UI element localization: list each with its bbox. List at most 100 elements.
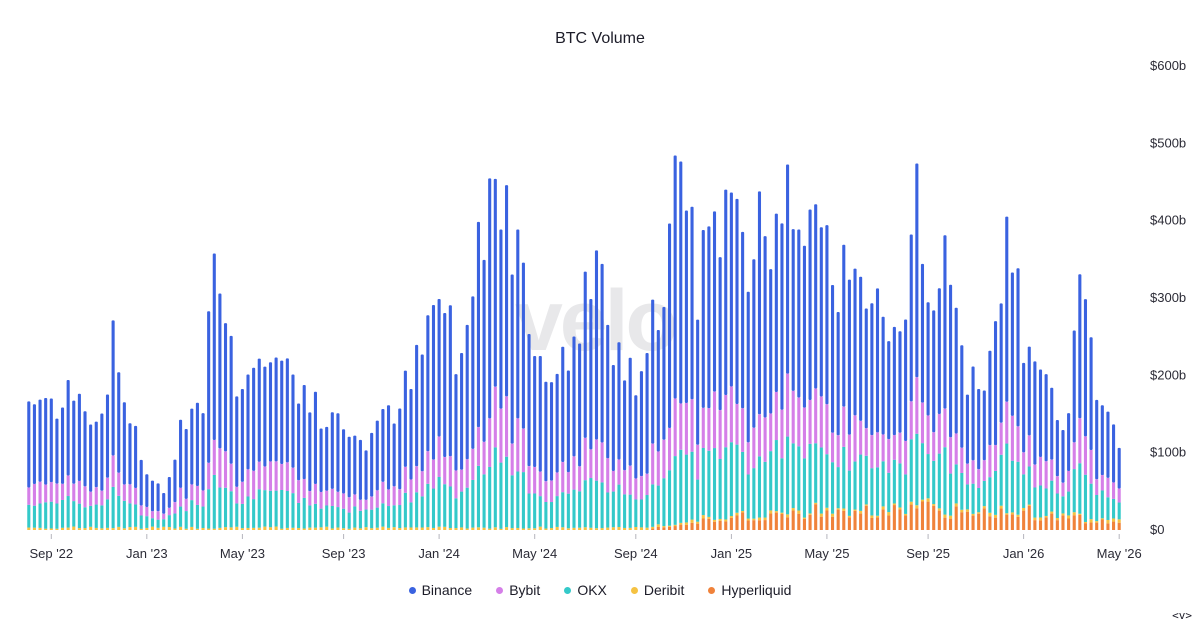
bar-okx (600, 482, 604, 529)
bar-okx (353, 506, 357, 528)
bar-binance (853, 268, 857, 416)
bar-deribit (1005, 513, 1009, 515)
bar-deribit (932, 504, 936, 506)
bar-deribit (701, 515, 705, 519)
bar-okx (892, 459, 896, 504)
bar-hyperliquid (954, 506, 958, 530)
x-tick-label: Jan '26 (1003, 546, 1045, 561)
bar-binance (712, 211, 717, 392)
bar-hyperliquid (1078, 514, 1082, 530)
bar-okx (44, 502, 48, 529)
bar-deribit (409, 527, 413, 530)
bar-okx (347, 512, 351, 529)
bar-bybit (415, 466, 419, 493)
bar-deribit (291, 527, 295, 530)
bar-binance (358, 439, 362, 500)
bar-binance (375, 420, 379, 491)
bar-binance (370, 432, 374, 497)
bar-okx (370, 509, 374, 529)
bar-hyperliquid (712, 521, 717, 530)
bar-binance (977, 388, 981, 470)
legend-dot-icon (630, 586, 638, 594)
bar-okx (937, 453, 941, 509)
bar-hyperliquid (802, 518, 806, 530)
bar-okx (105, 499, 110, 528)
legend-item-hyperliquid[interactable]: Hyperliquid (708, 582, 791, 598)
legend-dot-icon (564, 586, 572, 594)
bar-binance (1072, 330, 1076, 443)
bar-bybit (1089, 450, 1093, 484)
bar-deribit (668, 525, 672, 527)
bar-deribit (763, 517, 767, 521)
bar-deribit (999, 505, 1003, 509)
bar-hyperliquid (752, 520, 756, 530)
legend-item-okx[interactable]: OKX (564, 582, 607, 598)
bar-bybit (145, 507, 149, 517)
bar-okx (60, 499, 65, 528)
bar-binance (926, 302, 930, 416)
bar-deribit (729, 515, 733, 518)
bar-okx (701, 448, 705, 516)
bar-binance (819, 227, 823, 397)
bar-binance (814, 204, 818, 389)
x-tick-label: Sep '24 (614, 546, 658, 561)
bar-deribit (696, 521, 700, 524)
bar-deribit (623, 527, 627, 530)
bar-bybit (746, 442, 750, 475)
bar-binance (679, 161, 683, 404)
bar-deribit (1089, 519, 1093, 523)
bar-deribit (358, 528, 362, 530)
bar-bybit (268, 461, 273, 491)
bar-deribit (769, 510, 773, 514)
bar-deribit (353, 527, 357, 530)
bar-bybit (555, 472, 559, 497)
bar-okx (656, 485, 660, 525)
bar-hyperliquid (679, 524, 683, 530)
legend-item-bybit[interactable]: Bybit (496, 582, 540, 598)
bar-bybit (875, 432, 880, 468)
bar-deribit (381, 526, 385, 530)
bar-okx (94, 504, 98, 528)
bar-binance (398, 408, 402, 490)
bar-okx (246, 496, 250, 528)
bar-deribit (1027, 504, 1031, 506)
bar-okx (926, 454, 930, 499)
bar-deribit (403, 527, 407, 530)
bar-hyperliquid (656, 526, 660, 530)
legend-item-deribit[interactable]: Deribit (630, 582, 684, 598)
bar-bybit (235, 486, 239, 504)
bar-bybit (218, 448, 222, 488)
bar-deribit (1106, 519, 1110, 524)
y-tick-label: $400b (1150, 213, 1186, 228)
bar-deribit (27, 527, 31, 530)
bar-bybit (757, 414, 762, 457)
bar-okx (386, 506, 391, 528)
bar-okx (639, 499, 643, 528)
bar-bybit (623, 470, 627, 495)
bar-deribit (83, 528, 87, 530)
bar-binance (431, 305, 436, 460)
bar-deribit (263, 526, 267, 530)
bar-bybit (353, 494, 357, 507)
bar-hyperliquid (1055, 520, 1059, 530)
bar-binance (741, 231, 745, 409)
bar-bybit (105, 477, 110, 500)
bar-binance (403, 370, 407, 467)
bar-bybit (836, 435, 840, 468)
bar-okx (831, 462, 835, 514)
bar-okx (358, 510, 362, 529)
bar-bybit (887, 439, 891, 473)
bar-bybit (982, 460, 986, 481)
bar-binance (223, 323, 228, 452)
legend-item-binance[interactable]: Binance (408, 582, 472, 598)
bar-okx (415, 492, 419, 528)
bar-deribit (589, 527, 593, 530)
bar-hyperliquid (735, 515, 739, 530)
legend-dot-icon (496, 586, 504, 594)
bar-hyperliquid (696, 523, 700, 530)
bar-hyperliquid (915, 508, 919, 530)
bar-binance (521, 262, 525, 429)
bar-deribit (954, 503, 958, 507)
bar-hyperliquid (1067, 518, 1071, 530)
bar-binance (684, 210, 688, 403)
